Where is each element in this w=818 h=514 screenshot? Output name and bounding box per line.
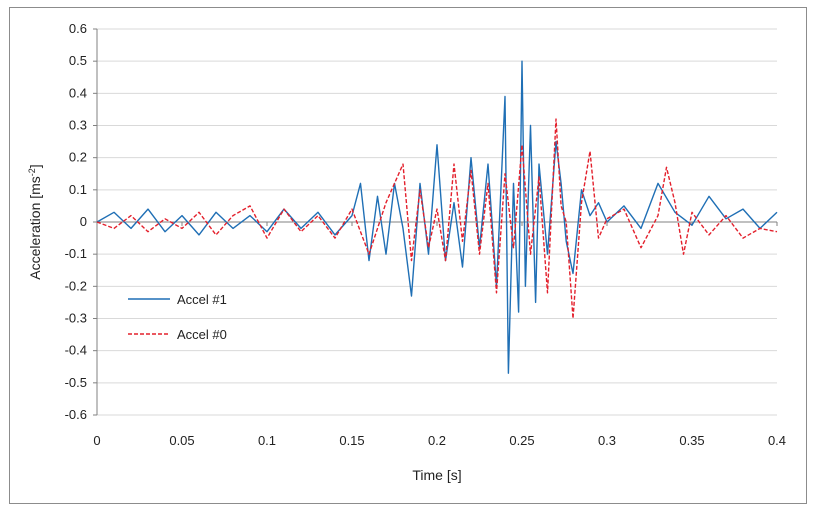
y-tick-label: 0.2 xyxy=(69,150,87,165)
y-tick-label: 0.6 xyxy=(69,21,87,36)
y-tick-label: 0.5 xyxy=(69,53,87,68)
y-axis-title: Acceleration [ms-2] xyxy=(27,164,43,279)
grid xyxy=(97,28,777,416)
x-tick-label: 0.15 xyxy=(339,433,364,448)
y-tick-label: 0.4 xyxy=(69,85,87,100)
x-tick-label: 0.3 xyxy=(598,433,616,448)
series-layer xyxy=(96,60,778,374)
legend-label-accel-0: Accel #0 xyxy=(177,327,227,342)
legend: Accel #1 Accel #0 xyxy=(128,292,227,342)
y-tick-label: -0.2 xyxy=(65,278,87,293)
y-tick-label: -0.1 xyxy=(65,246,87,261)
x-tick-label: 0.2 xyxy=(428,433,446,448)
legend-label-accel-1: Accel #1 xyxy=(177,292,227,307)
x-tick-label: 0 xyxy=(93,433,100,448)
series-line-accel-1 xyxy=(96,60,778,374)
x-axis-title: Time [s] xyxy=(412,467,461,483)
y-axis-title-close: ] xyxy=(27,164,43,168)
chart-frame xyxy=(9,7,807,504)
y-tick-label: -0.3 xyxy=(65,311,87,326)
y-tick-label: 0 xyxy=(80,214,87,229)
x-tick-label: 0.35 xyxy=(679,433,704,448)
axes xyxy=(93,28,778,416)
y-tick-label: -0.6 xyxy=(65,407,87,422)
tick-labels: 0.6 0.5 0.4 0.3 0.2 0.1 0 -0.1 -0.2 -0.3 -0.4 -0.5 -… xyxy=(65,21,786,448)
x-tick-label: 0.1 xyxy=(258,433,276,448)
series-line-accel-0 xyxy=(96,118,778,320)
y-axis-title-main: Acceleration [ms xyxy=(27,176,43,279)
y-tick-label: -0.4 xyxy=(65,343,87,358)
y-tick-label: -0.5 xyxy=(65,375,87,390)
y-tick-label: 0.1 xyxy=(69,182,87,197)
x-tick-label: 0.25 xyxy=(509,433,534,448)
y-tick-label: 0.3 xyxy=(69,118,87,133)
x-tick-label: 0.05 xyxy=(169,433,194,448)
x-tick-label: 0.4 xyxy=(768,433,786,448)
y-axis-title-sup: -2 xyxy=(27,168,37,176)
